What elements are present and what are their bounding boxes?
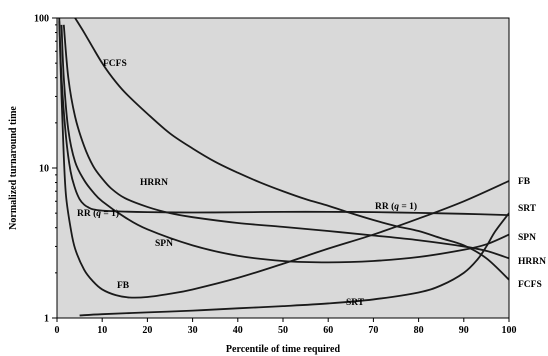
series-labels: FCFS FCFS HRRN HRRN RR (q = 1) SPN SPN FB FB SRT S… — [77, 59, 546, 308]
series-label-rr-q-1: RR (q = 1) — [77, 208, 119, 219]
series-label-fcfs-right: FCFS — [518, 280, 542, 290]
series-line-fb — [58, 21, 509, 299]
series-label-fcfs: FCFS — [103, 59, 127, 69]
series-label-srt: SRT — [346, 298, 365, 308]
series-line-spn — [60, 24, 509, 264]
x-tick-label: 80 — [414, 325, 424, 336]
series-label-hrrn-right: HRRN — [518, 257, 546, 267]
series-label-hrrn: HRRN — [140, 178, 168, 188]
x-tick-label: 40 — [233, 325, 243, 336]
x-tick-label: 60 — [323, 325, 333, 336]
x-tick-label: 20 — [142, 325, 152, 336]
x-tick-label: 50 — [278, 325, 288, 336]
series-layer — [58, 18, 509, 317]
x-tick-label: 0 — [55, 325, 60, 336]
x-tick-label: 90 — [459, 325, 469, 336]
plot-area — [57, 18, 509, 318]
series-label-rr-q-1-mid: RR (q = 1) — [375, 201, 417, 212]
series-line-rr-q-1 — [58, 18, 509, 217]
series-label-srt-right: SRT — [518, 204, 537, 214]
y-axis-label: Normalized turnaround time — [8, 106, 19, 230]
x-tick-label: 70 — [368, 325, 378, 336]
series-label-spn: SPN — [155, 239, 173, 249]
x-axis-label: Percentile of time required — [226, 344, 341, 355]
series-label-spn-right: SPN — [518, 233, 536, 243]
y-tick-label: 10 — [39, 164, 49, 175]
series-label-fb: FB — [117, 281, 130, 291]
series-label-fb-right: FB — [518, 177, 531, 187]
series-line-srt — [79, 212, 509, 317]
x-tick-label: 10 — [97, 325, 107, 336]
series-line-fcfs — [74, 18, 509, 281]
y-tick-label: 100 — [34, 14, 49, 25]
y-tick-label: 1 — [44, 314, 49, 325]
x-tick-label: 30 — [188, 325, 198, 336]
x-tick-label: 100 — [502, 325, 517, 336]
